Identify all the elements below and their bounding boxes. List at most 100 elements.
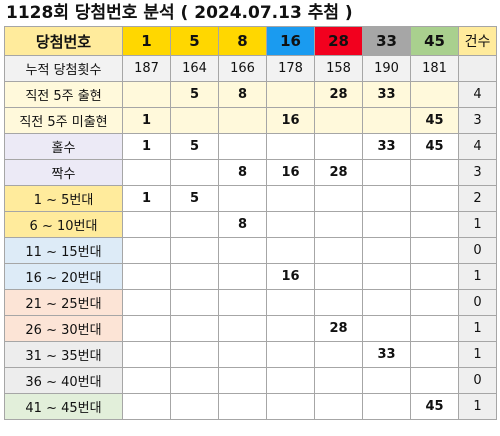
table-cell: 5 — [170, 133, 219, 160]
table-cell — [122, 159, 171, 186]
table-cell: 8 — [218, 81, 267, 108]
table-cell — [362, 237, 411, 264]
table-row: 16 ~ 20번대 16 1 — [4, 263, 497, 290]
table-cell — [170, 315, 219, 342]
table-cell — [122, 315, 171, 342]
table-cell — [266, 237, 315, 264]
table-cell — [170, 237, 219, 264]
cumulative-count — [458, 55, 497, 82]
winning-number-2: 5 — [170, 26, 219, 56]
table-cell — [170, 211, 219, 238]
table-cell — [314, 263, 363, 290]
table-cell — [314, 237, 363, 264]
table-cell — [410, 263, 459, 290]
table-cell — [218, 289, 267, 316]
table-cell: 1 — [122, 185, 171, 212]
table-row: 41 ~ 45번대 45 1 — [4, 393, 497, 420]
row-label: 36 ~ 40번대 — [4, 367, 123, 394]
table-row: 1 ~ 5번대 1 5 2 — [4, 185, 497, 212]
row-count: 1 — [458, 263, 497, 290]
cumulative-label: 누적 당첨횟수 — [4, 55, 123, 82]
cumulative-value: 181 — [410, 55, 459, 82]
table-cell — [266, 315, 315, 342]
table-cell — [314, 133, 363, 160]
table-cell: 5 — [170, 185, 219, 212]
row-label: 11 ~ 15번대 — [4, 237, 123, 264]
table-cell: 16 — [266, 263, 315, 290]
table-cell — [170, 367, 219, 394]
table-cell — [314, 393, 363, 420]
table-cell: 16 — [266, 107, 315, 134]
row-label: 홀수 — [4, 133, 123, 160]
table-cell — [362, 263, 411, 290]
row-label: 26 ~ 30번대 — [4, 315, 123, 342]
table-cell — [314, 185, 363, 212]
row-count: 1 — [458, 211, 497, 238]
table-row: 직전 5주 출현 5 8 28 33 4 — [4, 81, 497, 108]
table-cell — [362, 315, 411, 342]
cumulative-value: 158 — [314, 55, 363, 82]
table-cell: 28 — [314, 315, 363, 342]
row-count: 1 — [458, 341, 497, 368]
table-cell — [362, 367, 411, 394]
count-header: 건수 — [458, 26, 497, 56]
table-cell — [122, 289, 171, 316]
table-row: 직전 5주 미출현 1 16 45 3 — [4, 107, 497, 134]
table-cell — [410, 211, 459, 238]
table-cell — [170, 159, 219, 186]
row-label: 직전 5주 출현 — [4, 81, 123, 108]
table-cell — [266, 367, 315, 394]
row-label: 직전 5주 미출현 — [4, 107, 123, 134]
table-cell — [410, 341, 459, 368]
row-count: 4 — [458, 81, 497, 108]
row-count: 0 — [458, 367, 497, 394]
table-cell — [218, 237, 267, 264]
row-count: 1 — [458, 393, 497, 420]
table-cell: 45 — [410, 393, 459, 420]
table-cell: 1 — [122, 107, 171, 134]
table-cell — [410, 237, 459, 264]
table-cell: 45 — [410, 107, 459, 134]
table-cell — [266, 185, 315, 212]
row-count: 1 — [458, 315, 497, 342]
table-cell — [314, 107, 363, 134]
winning-number-6: 33 — [362, 26, 411, 56]
table-row: 11 ~ 15번대 0 — [4, 237, 497, 264]
table-cell — [122, 263, 171, 290]
page-title: 1128회 당첨번호 분석 ( 2024.07.13 추첨 ) — [6, 3, 353, 23]
table-cell — [362, 211, 411, 238]
table-cell — [122, 81, 171, 108]
row-count: 4 — [458, 133, 497, 160]
table-cell — [218, 367, 267, 394]
table-cell: 33 — [362, 133, 411, 160]
table-cell — [362, 393, 411, 420]
table-cell — [314, 289, 363, 316]
table-cell: 16 — [266, 159, 315, 186]
table-cell — [122, 367, 171, 394]
header-label: 당첨번호 — [4, 26, 123, 56]
table-row: 홀수 1 5 33 45 4 — [4, 133, 497, 160]
table-row: 26 ~ 30번대 28 1 — [4, 315, 497, 342]
winning-number-7: 45 — [410, 26, 459, 56]
table-cell — [218, 263, 267, 290]
table-cell: 28 — [314, 159, 363, 186]
table-cell — [170, 263, 219, 290]
table-cell — [170, 107, 219, 134]
row-label: 31 ~ 35번대 — [4, 341, 123, 368]
winning-number-3: 8 — [218, 26, 267, 56]
table-cell — [362, 185, 411, 212]
table-row: 36 ~ 40번대 0 — [4, 367, 497, 394]
row-count: 0 — [458, 237, 497, 264]
table-cell — [218, 315, 267, 342]
table-cell — [122, 393, 171, 420]
row-label: 6 ~ 10번대 — [4, 211, 123, 238]
table-cell — [410, 81, 459, 108]
row-count: 0 — [458, 289, 497, 316]
cumulative-value: 187 — [122, 55, 171, 82]
table-cell — [410, 289, 459, 316]
table-cell — [362, 159, 411, 186]
table-cell: 45 — [410, 133, 459, 160]
table-cell — [410, 185, 459, 212]
row-count: 3 — [458, 159, 497, 186]
table-cell — [410, 367, 459, 394]
